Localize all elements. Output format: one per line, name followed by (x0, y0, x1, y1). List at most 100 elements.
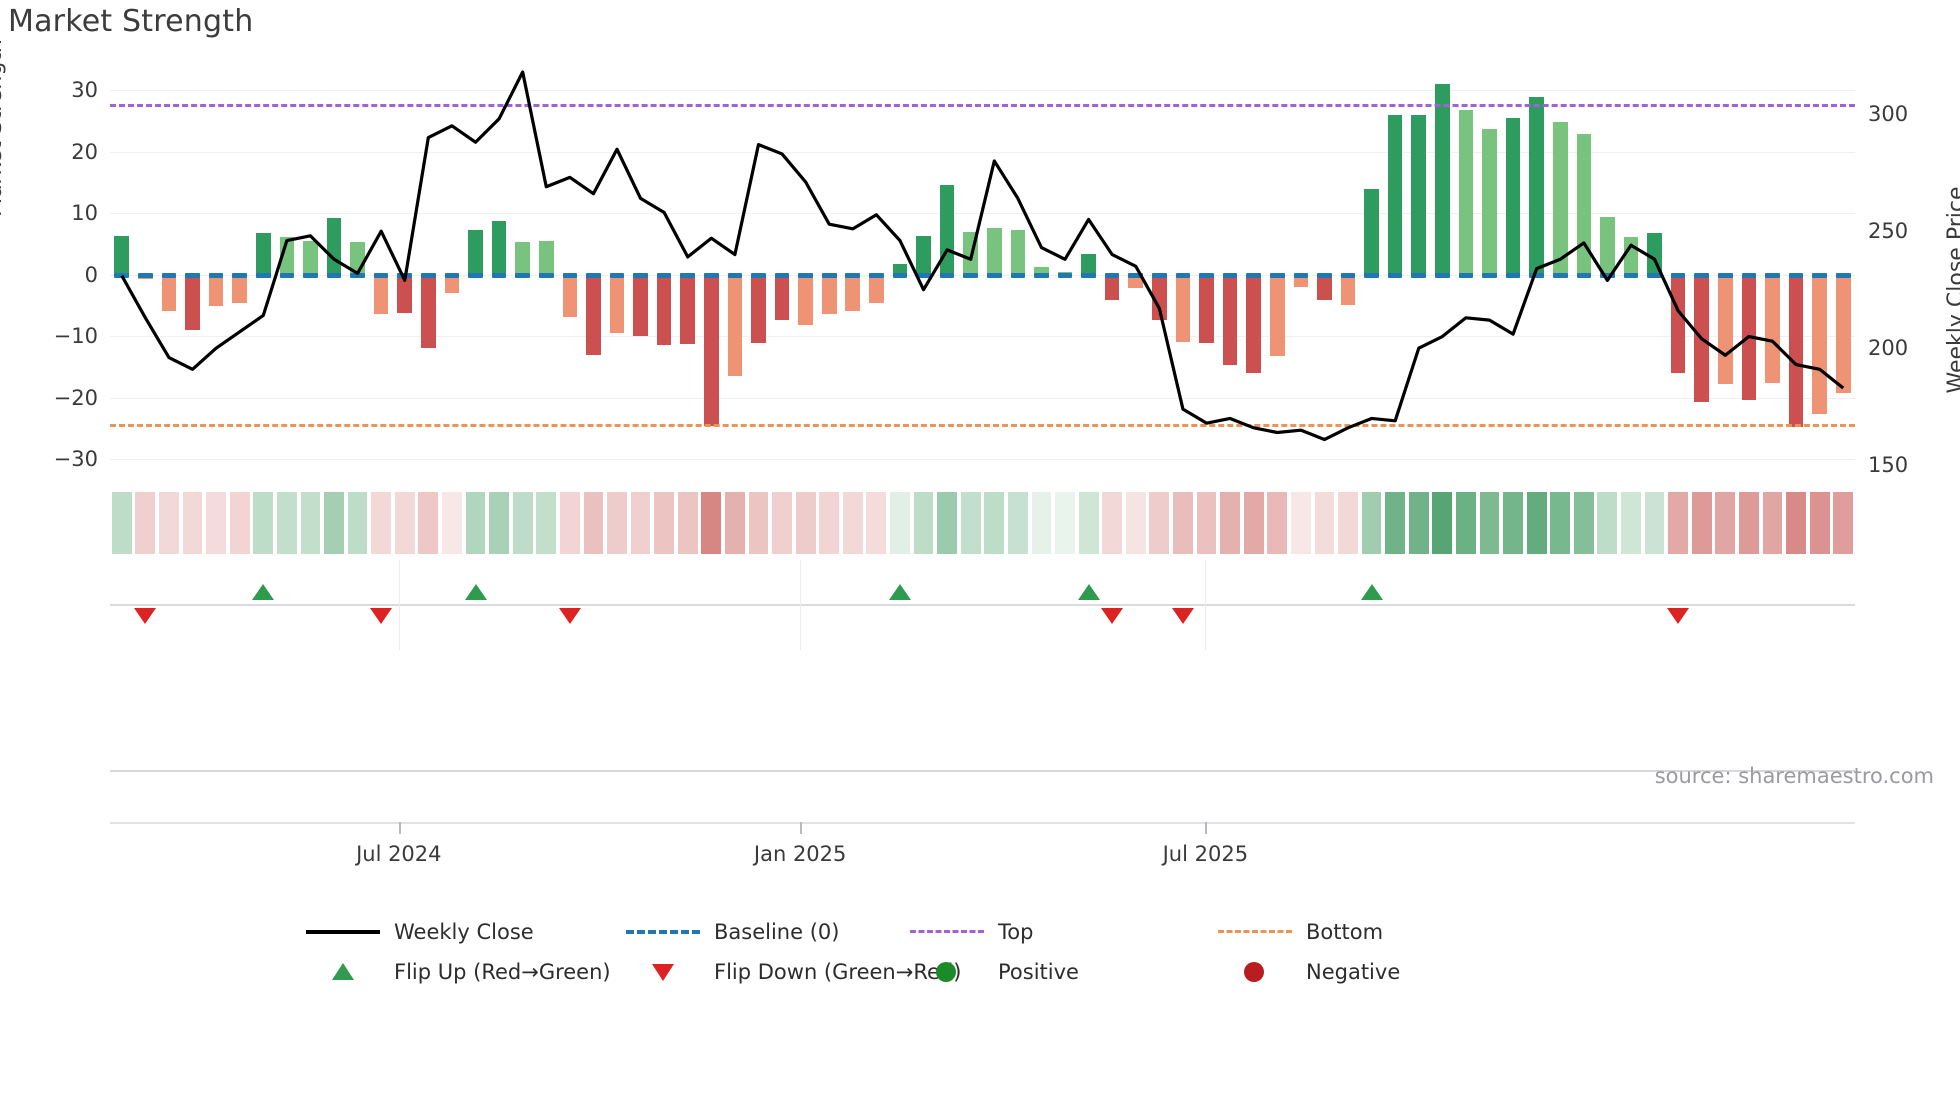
baseline-segment (1340, 272, 1356, 278)
heatmap-cell (1243, 492, 1264, 554)
x-axis-tick-mark (398, 822, 401, 834)
strength-bar (986, 227, 1002, 275)
heatmap-cell (630, 492, 651, 554)
baseline-segment (161, 272, 177, 278)
flip-up-marker (1077, 584, 1100, 600)
baseline-segment (704, 272, 719, 278)
baseline-segment (1317, 272, 1332, 278)
legend-item[interactable]: Baseline (0) (626, 920, 839, 944)
heatmap-cell (1456, 492, 1476, 554)
y-axis-right-tick: 300 (1868, 102, 1909, 127)
y-axis-left-tick: 10 (71, 201, 98, 226)
legend-item-label: Flip Up (Red→Green) (394, 960, 611, 984)
strength-bar (1175, 274, 1191, 342)
baseline-segment (1411, 272, 1427, 278)
baseline-segment (562, 272, 578, 278)
strength-bar (1293, 274, 1309, 288)
strength-bar (845, 274, 861, 311)
legend-key-dashed-line (910, 921, 984, 943)
flip-up-marker (888, 584, 911, 600)
strength-bar (1552, 121, 1568, 275)
strength-bar (680, 274, 696, 344)
heatmap-cell (960, 492, 981, 554)
heatmap-cell (111, 492, 132, 554)
x-axis-upper-rule (110, 770, 1855, 772)
strength-bar (1717, 274, 1733, 384)
legend-item[interactable]: Weekly Close (306, 920, 534, 944)
strength-bar (1199, 274, 1214, 343)
baseline-segment (586, 272, 601, 278)
strength-bar (1128, 274, 1144, 289)
flip-down-marker (134, 608, 157, 624)
baseline-segment (609, 272, 625, 278)
x-axis-tick-label: Jul 2025 (1162, 842, 1249, 866)
baseline-segment (1670, 272, 1686, 278)
x-axis-line (110, 822, 1855, 824)
strength-bar (751, 274, 766, 343)
baseline-segment (1623, 272, 1639, 278)
heatmap-cell (1173, 492, 1193, 554)
strength-bar (774, 274, 790, 320)
triangle-up-icon (332, 963, 354, 980)
baseline-segment (1010, 272, 1026, 278)
strength-bar (798, 274, 813, 326)
x-axis-tick-label: Jul 2024 (356, 842, 442, 866)
baseline-segment (515, 272, 530, 278)
strength-bar (1435, 83, 1450, 275)
heatmap-cell (1432, 492, 1453, 554)
baseline-segment (1246, 272, 1261, 278)
baseline-segment (1081, 272, 1096, 278)
legend-dashed-line-icon (626, 930, 700, 934)
circle-marker-icon (936, 962, 956, 982)
baseline-segment (1458, 272, 1474, 278)
heatmap-cell (724, 492, 745, 554)
strength-bar (1034, 266, 1049, 275)
heatmap-cell (1573, 492, 1594, 554)
strength-bar (491, 220, 507, 275)
baseline-segment (1364, 272, 1379, 278)
legend-item[interactable]: Positive (910, 960, 1079, 984)
legend-item[interactable]: Top (910, 920, 1033, 944)
legend-item[interactable]: Flip Down (Green→Red) (626, 960, 961, 984)
baseline-segment (845, 272, 861, 278)
flip-baseline (110, 604, 1855, 606)
baseline-segment (1812, 272, 1827, 278)
heatmap-cell (182, 492, 203, 554)
baseline-segment (869, 272, 884, 278)
heatmap-cell (559, 492, 580, 554)
baseline-segment (1600, 272, 1615, 278)
heatmap-cell (583, 492, 604, 554)
y-axis-left-tick: 30 (71, 78, 98, 103)
baseline-segment (939, 272, 955, 278)
source-note: source: sharemaestro.com (1654, 764, 1934, 788)
baseline-segment (1576, 272, 1592, 278)
baseline-segment (916, 272, 931, 278)
heatmap-cell (1644, 492, 1665, 554)
strength-bar (892, 264, 908, 275)
heatmap-cell (1078, 492, 1099, 554)
triangle-down-icon (652, 964, 674, 981)
strength-bar (562, 274, 578, 317)
heatmap-cell (253, 492, 274, 554)
legend-item[interactable]: Flip Up (Red→Green) (306, 960, 611, 984)
legend-item[interactable]: Negative (1218, 960, 1400, 984)
heatmap-cell (748, 492, 769, 554)
strength-bar (1364, 189, 1379, 275)
legend-item[interactable]: Bottom (1218, 920, 1383, 944)
legend-item-label: Negative (1306, 960, 1401, 984)
strength-bar (1081, 254, 1096, 275)
heatmap-cell (1408, 492, 1429, 554)
baseline-segment (680, 272, 696, 278)
legend-key-flip-up (306, 961, 380, 983)
baseline-segment (892, 272, 908, 278)
heatmap-cell (300, 492, 321, 554)
heatmap-cell (347, 492, 368, 554)
heatmap-cell (1314, 492, 1335, 554)
reference-line-bottom (110, 424, 1855, 428)
baseline-segment (1529, 272, 1544, 278)
legend-dashed-line-icon (1218, 930, 1292, 933)
y-axis-left-tick: −10 (53, 324, 98, 349)
weekly-close-line (120, 70, 1845, 442)
baseline-segment (798, 272, 813, 278)
heatmap-cell (913, 492, 934, 554)
